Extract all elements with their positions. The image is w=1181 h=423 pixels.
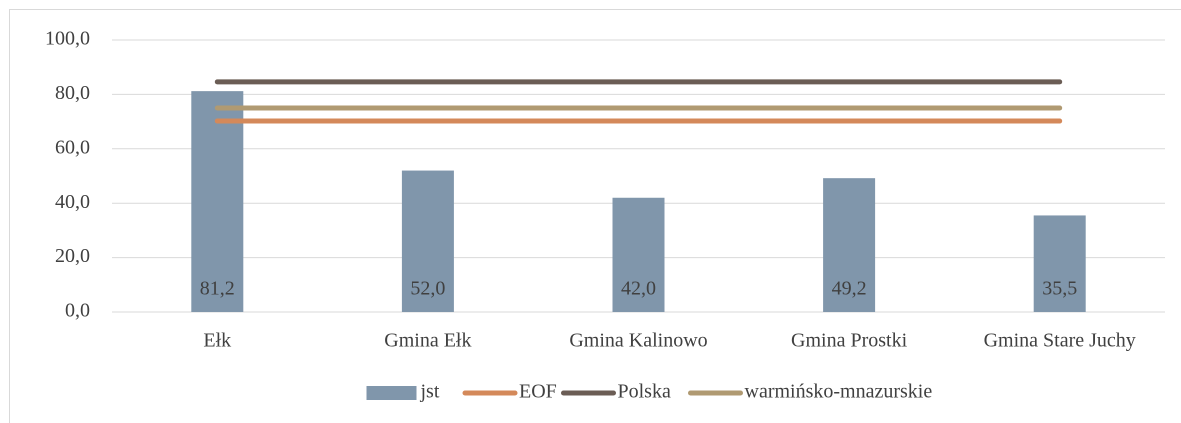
value-label: 49,2 <box>832 278 867 300</box>
x-tick-label: Gmina Ełk <box>384 330 471 352</box>
bar <box>1033 215 1086 312</box>
legend-label: jst <box>420 381 440 403</box>
legend-label: warmińsko-mnazurskie <box>745 381 933 403</box>
y-tick-label: 80,0 <box>55 82 90 104</box>
bar <box>401 170 454 312</box>
value-label: 81,2 <box>200 278 235 300</box>
y-tick-label: 40,0 <box>55 191 90 213</box>
legend-label: Polska <box>618 381 671 403</box>
y-tick-label: 60,0 <box>55 136 90 158</box>
bar <box>191 91 244 312</box>
value-label: 52,0 <box>410 278 445 300</box>
chart-frame <box>9 9 1181 423</box>
y-tick-label: 0,0 <box>65 300 90 322</box>
y-tick-label: 100,0 <box>45 28 90 50</box>
legend-label: EOF <box>519 381 557 403</box>
bar <box>823 178 876 312</box>
bar <box>612 197 665 312</box>
x-tick-label: Gmina Kalinowo <box>569 330 707 352</box>
value-label: 35,5 <box>1042 278 1077 300</box>
legend-swatch <box>366 386 417 400</box>
x-tick-label: Gmina Prostki <box>791 330 908 352</box>
x-tick-label: Gmina Stare Juchy <box>984 330 1136 352</box>
x-tick-label: Ełk <box>203 330 231 352</box>
value-label: 42,0 <box>621 278 656 300</box>
y-tick-label: 20,0 <box>55 245 90 267</box>
